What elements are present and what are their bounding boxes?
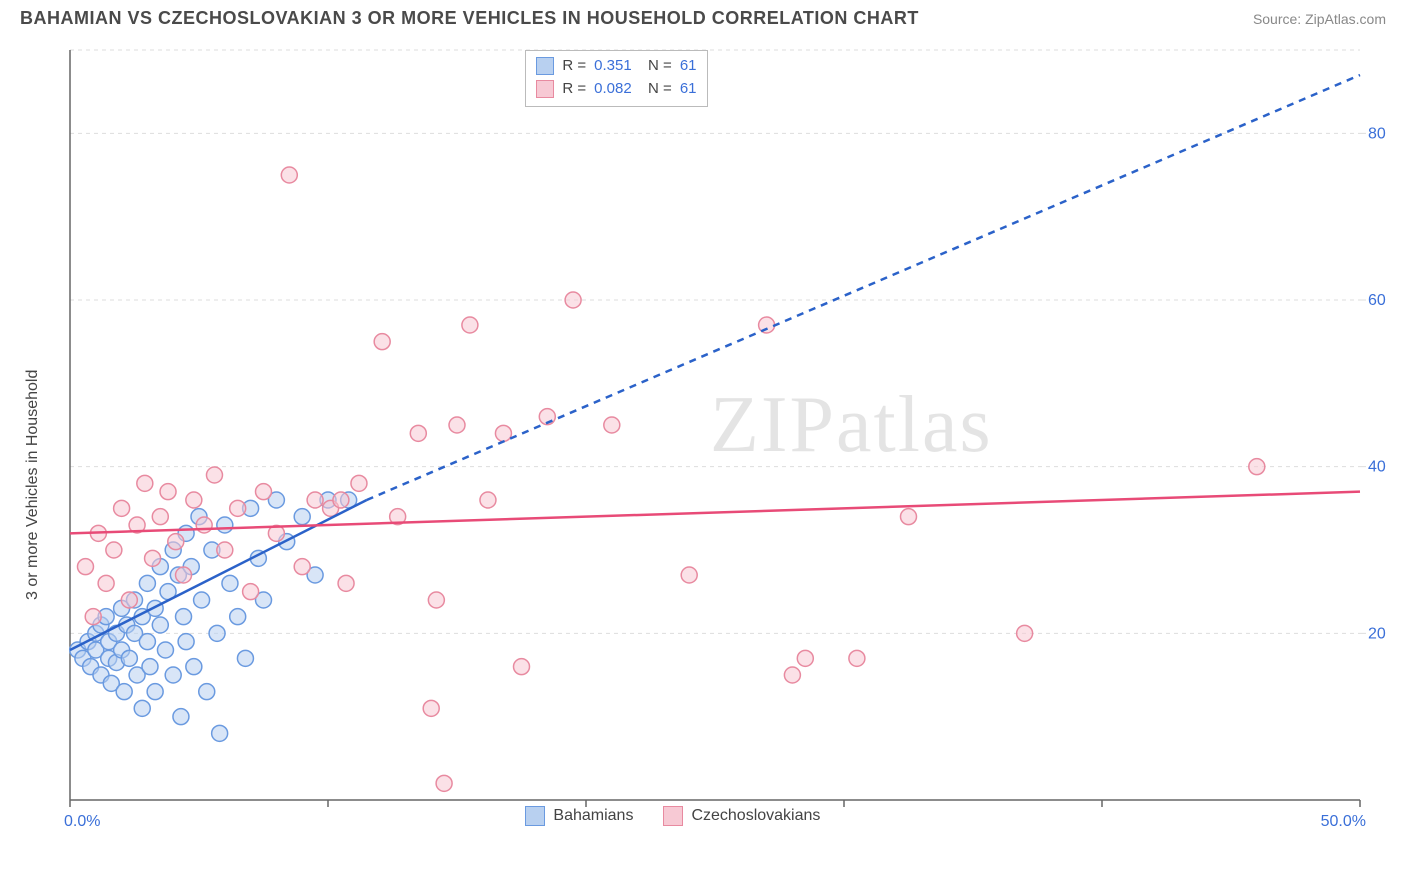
legend-item: Czechoslovakians	[663, 806, 820, 826]
legend-label: Bahamians	[553, 807, 633, 825]
svg-text:0.0%: 0.0%	[64, 813, 100, 830]
stat-row: R = 0.082 N = 61	[536, 78, 696, 101]
svg-text:50.0%: 50.0%	[1321, 813, 1366, 830]
y-axis-label: 3 or more Vehicles in Household	[24, 370, 42, 600]
scatter-chart: 0.0% 50.0% 20.0% 40.0% 60.0% 80.0%	[20, 40, 1386, 840]
source-label: Source: ZipAtlas.com	[1253, 11, 1386, 27]
svg-text:20.0%: 20.0%	[1368, 625, 1386, 642]
stat-label: R =	[562, 78, 586, 101]
legend-swatch	[536, 57, 554, 75]
legend-swatch	[663, 806, 683, 826]
stat-row: R = 0.351 N = 61	[536, 55, 696, 78]
stat-label: N =	[640, 78, 672, 101]
stat-value: 0.351	[594, 55, 632, 78]
svg-text:80.0%: 80.0%	[1368, 125, 1386, 142]
legend-swatch	[536, 80, 554, 98]
legend-label: Czechoslovakians	[691, 807, 820, 825]
svg-text:40.0%: 40.0%	[1368, 459, 1386, 476]
stat-label: N =	[640, 55, 672, 78]
series-legend: Bahamians Czechoslovakians	[525, 806, 820, 826]
svg-text:60.0%: 60.0%	[1368, 292, 1386, 309]
stat-value: 61	[680, 55, 697, 78]
legend-swatch	[525, 806, 545, 826]
correlation-stats-box: R = 0.351 N = 61 R = 0.082 N = 61	[525, 50, 707, 107]
chart-container: 0.0% 50.0% 20.0% 40.0% 60.0% 80.0% 3 or more …	[20, 40, 1386, 840]
stat-value: 61	[680, 78, 697, 101]
stat-label: R =	[562, 55, 586, 78]
stat-value: 0.082	[594, 78, 632, 101]
legend-item: Bahamians	[525, 806, 633, 826]
chart-title: BAHAMIAN VS CZECHOSLOVAKIAN 3 OR MORE VE…	[20, 8, 919, 29]
